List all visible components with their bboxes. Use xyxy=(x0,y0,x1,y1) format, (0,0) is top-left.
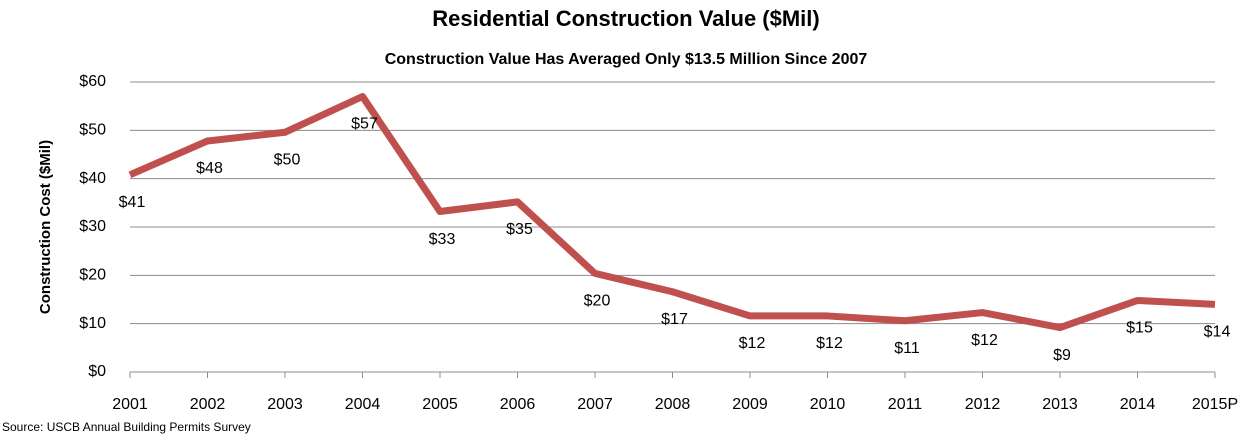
data-label: $15 xyxy=(1126,320,1153,337)
data-label: $14 xyxy=(1204,324,1231,341)
data-label: $35 xyxy=(506,221,533,238)
y-tick-label: $20 xyxy=(79,267,106,284)
data-label: $20 xyxy=(584,293,611,310)
x-tick-label: 2004 xyxy=(345,396,381,413)
data-label: $12 xyxy=(739,335,766,352)
data-label: $33 xyxy=(429,231,456,248)
data-label: $50 xyxy=(274,151,301,168)
x-tick-label: 2008 xyxy=(655,396,691,413)
data-label: $12 xyxy=(971,332,998,349)
data-label: $41 xyxy=(119,194,146,211)
x-tick-label: 2005 xyxy=(422,396,458,413)
x-tick-label: 2006 xyxy=(500,396,536,413)
data-label: $57 xyxy=(351,116,378,133)
source-note: Source: USCB Annual Building Permits Sur… xyxy=(2,420,251,434)
x-tick-label: 2007 xyxy=(577,396,613,413)
x-tick-label: 2012 xyxy=(965,396,1001,413)
data-label: $48 xyxy=(196,160,223,177)
chart-subtitle: Construction Value Has Averaged Only $13… xyxy=(385,51,868,68)
y-tick-label: $10 xyxy=(79,315,106,332)
y-tick-label: $0 xyxy=(88,363,106,380)
x-tick-label: 2013 xyxy=(1042,396,1078,413)
data-label: $12 xyxy=(816,335,843,352)
x-tick-label: 2010 xyxy=(810,396,846,413)
data-label: $9 xyxy=(1053,347,1071,364)
y-tick-label: $40 xyxy=(79,170,106,187)
chart-title: Residential Construction Value ($Mil) xyxy=(432,6,820,31)
data-line xyxy=(128,93,1216,332)
x-tick-label: 2009 xyxy=(732,396,768,413)
y-tick-label: $30 xyxy=(79,218,106,235)
x-tick-label: 2001 xyxy=(112,396,148,413)
x-tick-label: 2011 xyxy=(888,396,923,413)
data-label: $11 xyxy=(894,340,920,357)
x-tick-label: 2003 xyxy=(267,396,303,413)
y-axis-label: Construction Cost ($Mil) xyxy=(37,140,54,314)
data-label: $17 xyxy=(661,311,688,328)
x-tick-label: 2015P xyxy=(1192,396,1238,413)
x-tick-label: 2002 xyxy=(190,396,226,413)
y-tick-label: $60 xyxy=(79,73,106,90)
y-tick-label: $50 xyxy=(79,122,106,139)
x-tick-label: 2014 xyxy=(1120,396,1156,413)
